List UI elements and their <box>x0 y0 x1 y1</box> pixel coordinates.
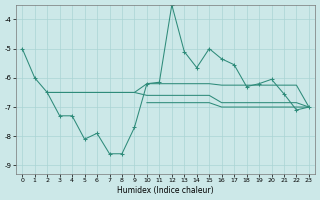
X-axis label: Humidex (Indice chaleur): Humidex (Indice chaleur) <box>117 186 214 195</box>
